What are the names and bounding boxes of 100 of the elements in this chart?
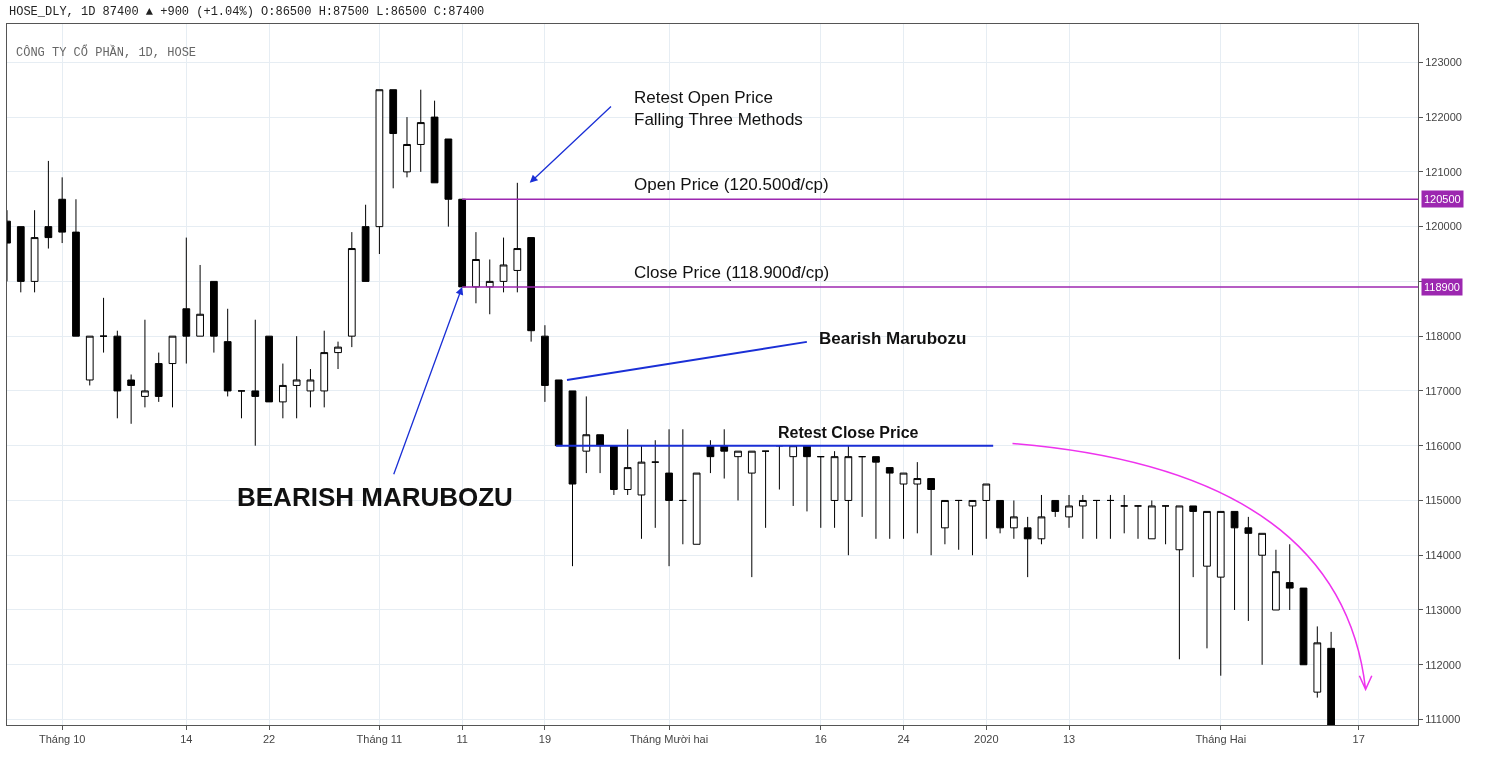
x-tick-label: 24 (897, 733, 910, 746)
annotation: Retest Open Price Falling Three Methods (634, 88, 803, 130)
candlestick (610, 445, 618, 496)
candlestick (872, 456, 880, 540)
candlestick (1258, 532, 1267, 666)
candlestick (1244, 516, 1253, 622)
candlestick (1106, 494, 1115, 540)
candlestick (196, 264, 204, 337)
candlestick (1313, 625, 1322, 699)
candlestick (1092, 499, 1101, 540)
candlestick (210, 280, 218, 354)
chart-subtitle: HOSE_DLY, 1D 87400 ▲ +900 (+1.04%) O:86500 H:87500 L:86500 C:87400 (9, 5, 485, 19)
candlestick (1120, 494, 1129, 534)
candlestick (1147, 499, 1156, 540)
candlestick (1037, 494, 1046, 545)
candlestick (844, 445, 853, 556)
candlestick (954, 499, 963, 551)
candlestick (416, 89, 425, 173)
candlestick (430, 100, 439, 184)
candlestick (85, 335, 94, 386)
candlestick (444, 138, 453, 228)
candlestick (789, 445, 798, 507)
candlestick (554, 379, 563, 447)
candlestick (1023, 516, 1032, 578)
candlestick (665, 428, 673, 567)
annotation: BEARISH MARUBOZU (237, 482, 513, 512)
candlestick (913, 461, 922, 534)
x-tick-label: Tháng Hai (1195, 733, 1247, 746)
candlestick (941, 499, 949, 545)
candlestick (692, 472, 701, 545)
text: CÔNG TY CỔ PHẦN, 1D, HOSE (16, 44, 197, 60)
candlestick (99, 297, 108, 354)
y-tick-label: 121000 (1425, 165, 1462, 178)
candlestick (320, 330, 329, 408)
candlestick (1230, 510, 1239, 611)
candlestick (1009, 499, 1018, 540)
candlestick (1272, 549, 1280, 611)
candlestick (982, 483, 991, 540)
candlestick (706, 439, 715, 474)
candlestick (513, 182, 522, 293)
y-tick-label: 116000 (1425, 439, 1462, 452)
candlestick (996, 499, 1004, 534)
candlestick (237, 390, 246, 419)
candlestick (651, 439, 660, 529)
candlestick (113, 330, 122, 419)
candlestick (541, 324, 549, 403)
candlestick (182, 237, 191, 365)
annotation: Close Price (118.900đ/cp) (634, 263, 830, 282)
annotation: Retest Close Price (778, 424, 919, 441)
candlestick (1161, 505, 1170, 545)
y-tick-label: 117000 (1425, 384, 1462, 397)
candlestick (1299, 587, 1308, 666)
candlestick (1065, 494, 1073, 529)
candlestick (568, 390, 577, 567)
y-tick-label: 120000 (1425, 220, 1462, 233)
y-tick-label: 111000 (1425, 713, 1461, 726)
x-tick-label: 16 (814, 733, 827, 746)
candlestick (334, 341, 342, 370)
candlestick (168, 335, 177, 408)
candlestick (1216, 510, 1225, 677)
annotation: Open Price (120.500đ/cp) (634, 175, 829, 194)
candlestick (596, 434, 604, 474)
candlestick (472, 231, 480, 304)
x-tick-label: 17 (1352, 733, 1365, 746)
candlestick (968, 499, 977, 556)
x-tick-label: 11 (456, 733, 468, 746)
y-tick-label: 118000 (1425, 330, 1462, 343)
x-tick-label: 2020 (974, 733, 999, 746)
candlestick (527, 237, 535, 343)
candlestick (58, 176, 67, 244)
candlestick (458, 198, 467, 288)
candlestick (927, 478, 935, 556)
candlestick (858, 456, 867, 518)
candlestick (403, 116, 411, 178)
y-tick-label: 113000 (1425, 603, 1462, 616)
candlestick (1189, 505, 1198, 578)
ref-line-label: 118900 (1424, 281, 1460, 293)
y-tick-label: 123000 (1425, 56, 1462, 69)
candlestick (265, 335, 273, 403)
candlestick (734, 450, 742, 501)
candlestick (251, 319, 260, 447)
candlestick (623, 428, 632, 496)
candlestick (347, 231, 356, 348)
candlestick (154, 352, 163, 403)
candlestick (485, 258, 494, 315)
x-tick-label: 22 (262, 733, 276, 746)
candlestick (1203, 510, 1211, 649)
candlestick (816, 456, 825, 529)
candlestick (747, 450, 756, 578)
ref-line-label: 120500 (1424, 193, 1461, 205)
candlestick (44, 160, 53, 250)
y-tick-label: 114000 (1425, 549, 1462, 562)
x-tick-label: Tháng Mười hai (629, 733, 709, 746)
candlestick (803, 445, 811, 512)
candlestick (678, 428, 687, 545)
candlestick (223, 308, 232, 397)
x-tick-label: Tháng 11 (356, 733, 403, 746)
candlestick (720, 428, 729, 480)
candlestick (761, 450, 770, 529)
x-tick-label: 19 (538, 733, 552, 746)
